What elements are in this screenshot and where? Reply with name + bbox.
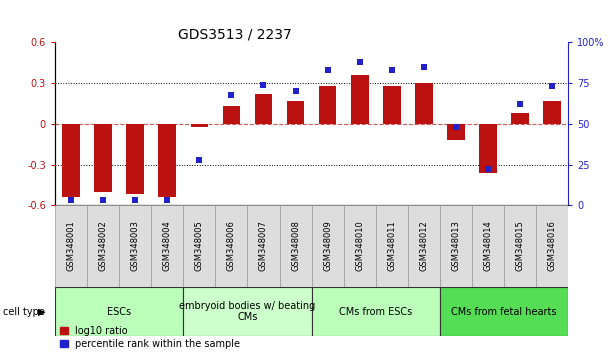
Bar (255, 94, 273, 124)
Bar (312, 205, 343, 287)
Text: GSM348002: GSM348002 (98, 221, 108, 272)
Point (194, 157, 204, 162)
Bar (343, 205, 376, 287)
Point (258, 82, 268, 88)
Text: ESCs: ESCs (107, 307, 131, 316)
Point (130, 198, 140, 203)
Bar (440, 287, 568, 336)
Point (355, 59, 365, 65)
Text: GSM348003: GSM348003 (131, 221, 140, 272)
Bar (479, 124, 497, 173)
Text: GSM348015: GSM348015 (516, 221, 525, 272)
Point (163, 198, 172, 203)
Text: GSM348005: GSM348005 (195, 221, 204, 272)
Point (419, 64, 429, 70)
Bar (440, 205, 472, 287)
Bar (280, 205, 312, 287)
Bar (191, 124, 208, 127)
Text: cell type: cell type (3, 307, 45, 316)
Bar (216, 205, 247, 287)
Text: GSM348016: GSM348016 (547, 221, 557, 272)
Bar (55, 205, 87, 287)
Text: GSM348013: GSM348013 (452, 221, 461, 272)
Point (451, 124, 461, 130)
Text: GSM348001: GSM348001 (67, 221, 76, 272)
Bar (511, 113, 529, 124)
Bar (504, 205, 536, 287)
Bar (408, 205, 440, 287)
Point (323, 67, 332, 73)
Bar (62, 124, 80, 197)
Text: embryoid bodies w/ beating
CMs: embryoid bodies w/ beating CMs (180, 301, 315, 322)
Point (66, 198, 76, 203)
Bar (247, 205, 280, 287)
Bar (87, 205, 119, 287)
Point (515, 102, 525, 107)
Bar (383, 86, 401, 124)
Text: GSM348007: GSM348007 (259, 221, 268, 272)
Bar (312, 287, 440, 336)
Bar (183, 287, 312, 336)
Bar (447, 124, 465, 140)
Bar (287, 101, 304, 124)
Point (483, 167, 493, 172)
Bar (119, 205, 152, 287)
Bar (536, 205, 568, 287)
Point (291, 88, 301, 94)
Text: GSM348009: GSM348009 (323, 221, 332, 272)
Point (98, 198, 108, 203)
Text: CMs from ESCs: CMs from ESCs (339, 307, 412, 316)
Point (547, 84, 557, 89)
Text: GSM348004: GSM348004 (163, 221, 172, 272)
Bar (376, 205, 408, 287)
Point (387, 67, 397, 73)
Bar (126, 124, 144, 194)
Bar (543, 101, 561, 124)
Text: GSM348010: GSM348010 (355, 221, 364, 272)
Title: GDS3513 / 2237: GDS3513 / 2237 (178, 27, 291, 41)
Text: CMs from fetal hearts: CMs from fetal hearts (452, 307, 557, 316)
Bar (415, 83, 433, 124)
Legend: log10 ratio, percentile rank within the sample: log10 ratio, percentile rank within the … (60, 326, 240, 349)
Bar (351, 75, 368, 124)
Point (227, 92, 236, 97)
Text: ▶: ▶ (38, 307, 45, 316)
Text: GSM348014: GSM348014 (483, 221, 492, 272)
Bar (158, 124, 176, 197)
Bar (183, 205, 216, 287)
Bar (222, 106, 240, 124)
Text: GSM348012: GSM348012 (419, 221, 428, 272)
Bar (94, 124, 112, 192)
Bar (472, 205, 504, 287)
Bar (319, 86, 337, 124)
Bar (152, 205, 183, 287)
Text: GSM348011: GSM348011 (387, 221, 397, 272)
Bar (55, 287, 183, 336)
Text: GSM348006: GSM348006 (227, 221, 236, 272)
Text: GSM348008: GSM348008 (291, 221, 300, 272)
